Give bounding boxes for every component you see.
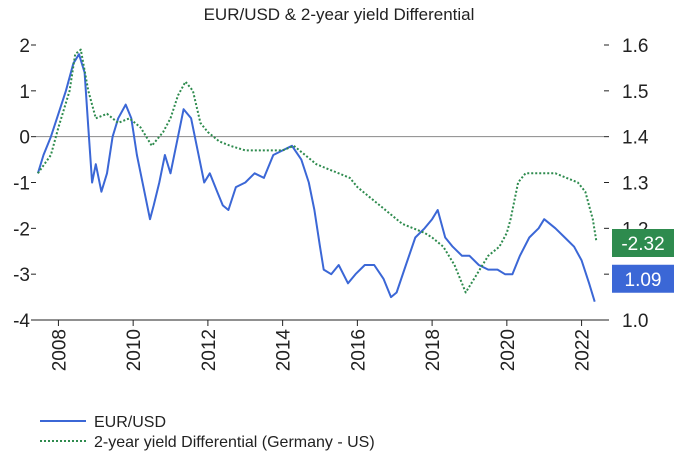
right-tick-label: 1.6 xyxy=(622,36,648,57)
left-tick-label: 2 xyxy=(19,36,30,57)
right-tick-label: 1.5 xyxy=(622,82,648,103)
x-axis: 2008 2010 2012 2014 2016 2018 2020 2022 xyxy=(36,319,604,372)
plot-area xyxy=(36,48,604,302)
left-tick-label: -2 xyxy=(13,219,30,240)
x-tick-label: 2012 xyxy=(199,329,220,371)
legend: EUR/USD 2-year yield Differential (German… xyxy=(40,414,375,451)
left-tick-label: -1 xyxy=(13,174,30,195)
left-tick-label: 1 xyxy=(19,82,30,103)
yield-differential-end-tag: -2.32 xyxy=(612,229,674,257)
end-tag-label: 1.09 xyxy=(625,270,662,291)
left-tick-label: 0 xyxy=(19,128,30,149)
legend-label-yield-differential: 2-year yield Differential (Germany - US) xyxy=(94,434,375,451)
left-y-axis: 2 1 0 -1 -2 -3 -4 xyxy=(13,36,36,332)
x-tick-label: 2016 xyxy=(348,329,369,371)
x-tick-label: 2014 xyxy=(274,329,295,372)
left-tick-label: -3 xyxy=(13,265,30,286)
end-tag-box xyxy=(612,264,674,293)
eurusd-end-tag: 1.09 xyxy=(612,264,674,293)
eurusd-line xyxy=(36,53,596,302)
x-tick-label: 2008 xyxy=(49,329,70,371)
right-tick-label: 1.0 xyxy=(622,311,648,332)
end-tag-label: -2.32 xyxy=(621,234,664,255)
left-tick-label: -4 xyxy=(13,311,30,332)
x-tick-label: 2022 xyxy=(573,329,594,371)
legend-label-eurusd: EUR/USD xyxy=(94,414,166,431)
yield-differential-line xyxy=(37,48,598,294)
x-tick-label: 2020 xyxy=(498,329,519,371)
end-value-tags: -2.32 1.09 xyxy=(612,229,674,293)
right-tick-label: 1.4 xyxy=(622,128,649,149)
right-tick-label: 1.3 xyxy=(622,174,648,195)
end-tag-box xyxy=(612,229,674,257)
x-tick-label: 2010 xyxy=(124,329,145,371)
chart-title: EUR/USD & 2-year yield Differential xyxy=(204,5,475,24)
x-tick-label: 2018 xyxy=(423,329,444,371)
